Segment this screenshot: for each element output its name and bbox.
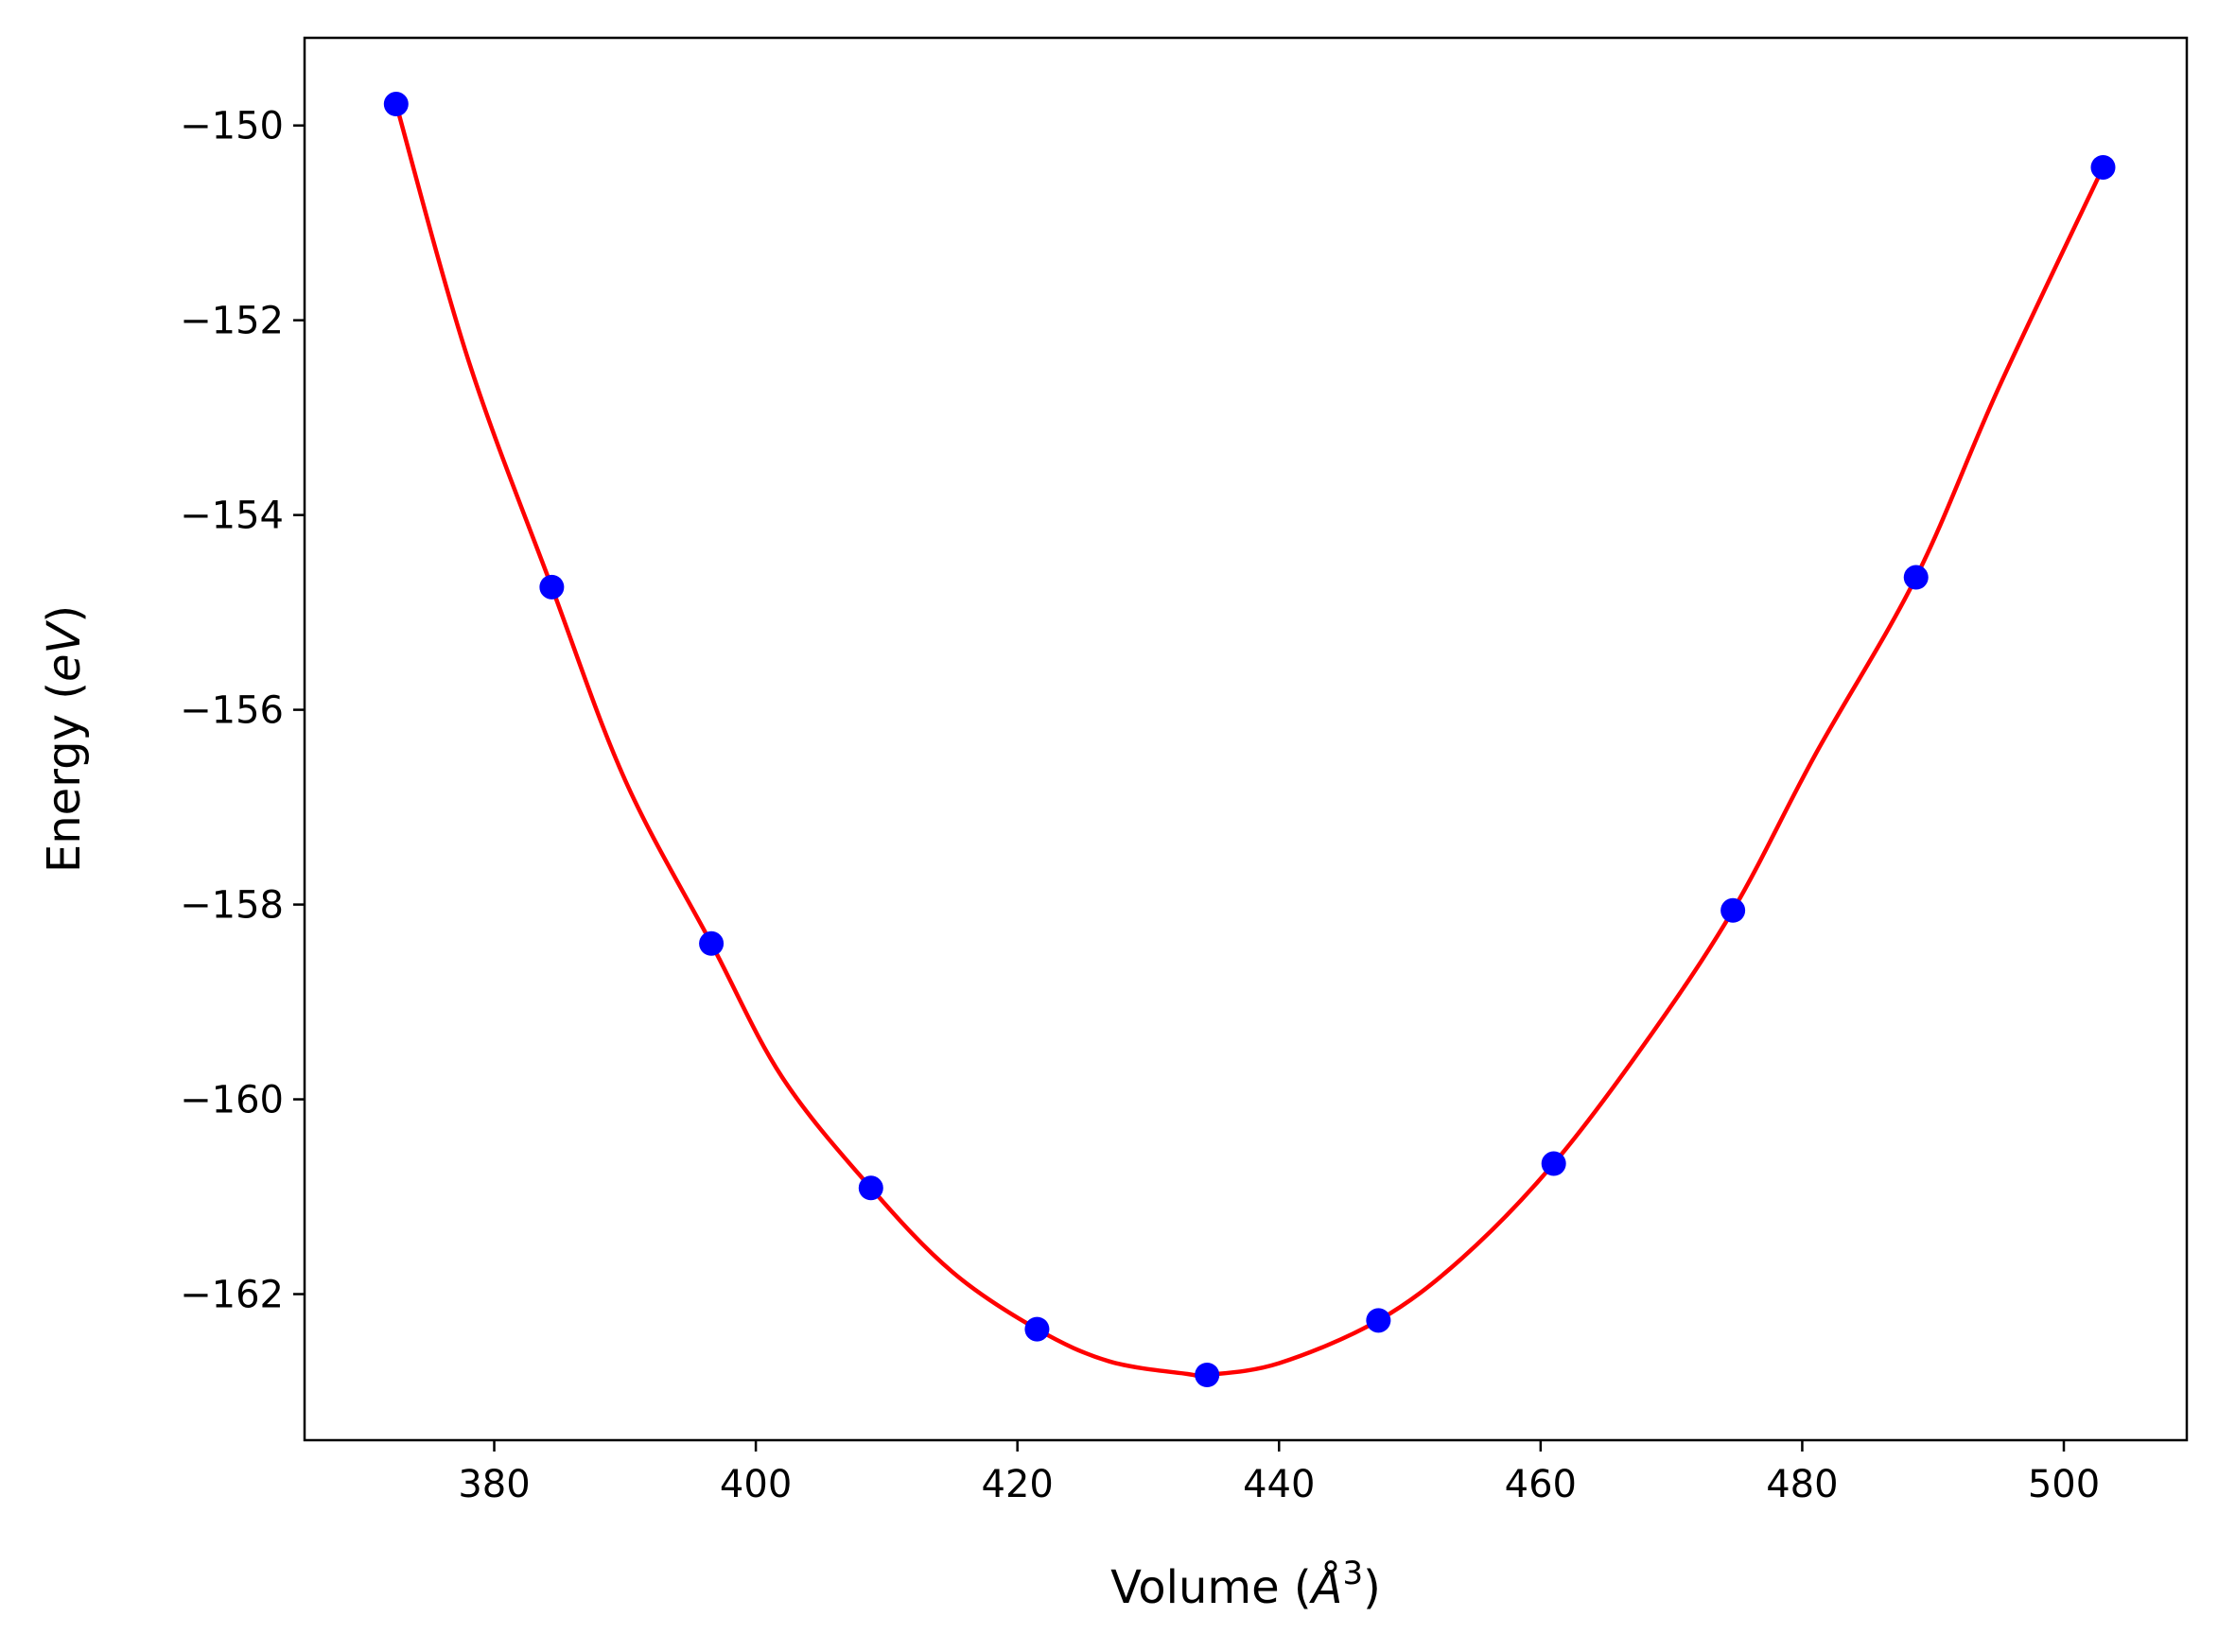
y-axis-label-suffix: ) — [38, 605, 91, 623]
y-tick-label: −158 — [180, 884, 284, 928]
data-point — [1903, 565, 1929, 590]
x-tick-label: 420 — [982, 1463, 1054, 1506]
plot-frame — [303, 36, 2189, 1442]
x-tick-label: 400 — [720, 1463, 792, 1506]
data-point — [699, 930, 725, 956]
data-point — [1541, 1151, 1566, 1176]
x-tick-label: 380 — [458, 1463, 530, 1506]
x-tick-label: 480 — [1766, 1463, 1838, 1506]
x-axis-ticks: 380 400 420 440 460 480 500 — [458, 1440, 2100, 1506]
plot-area — [383, 92, 2116, 1387]
y-axis-ticks: −150 −152 −154 −156 −158 −160 −162 — [180, 105, 305, 1317]
x-tick-label: 500 — [2028, 1463, 2100, 1506]
y-axis-label-prefix: Energy ( — [38, 682, 91, 873]
y-tick-label: −150 — [180, 105, 284, 148]
data-point — [2090, 154, 2116, 180]
data-point — [383, 92, 409, 117]
x-axis-label-superscript: 3 — [1342, 1555, 1363, 1592]
x-axis-label-suffix: ) — [1363, 1561, 1381, 1614]
y-tick-label: −160 — [180, 1079, 284, 1122]
y-tick-label: −154 — [180, 495, 284, 538]
y-tick-label: −152 — [180, 300, 284, 343]
data-point — [858, 1175, 883, 1201]
data-point — [1720, 897, 1746, 923]
y-tick-label: −156 — [180, 689, 284, 733]
y-tick-label: −162 — [180, 1274, 284, 1317]
x-axis-label: Volume (Å3) — [1110, 1555, 1381, 1614]
x-tick-label: 440 — [1243, 1463, 1315, 1506]
x-axis-label-prefix: Volume ( — [1110, 1561, 1312, 1614]
x-tick-label: 460 — [1505, 1463, 1577, 1506]
data-point — [1195, 1362, 1220, 1387]
data-point — [1024, 1316, 1050, 1342]
data-point — [1366, 1308, 1391, 1333]
x-axis-label-symbol: Å — [1309, 1560, 1343, 1614]
y-axis-label: Energy (eV) — [38, 605, 91, 873]
y-axis-label-italic: eV — [38, 620, 91, 683]
data-point — [539, 574, 565, 600]
